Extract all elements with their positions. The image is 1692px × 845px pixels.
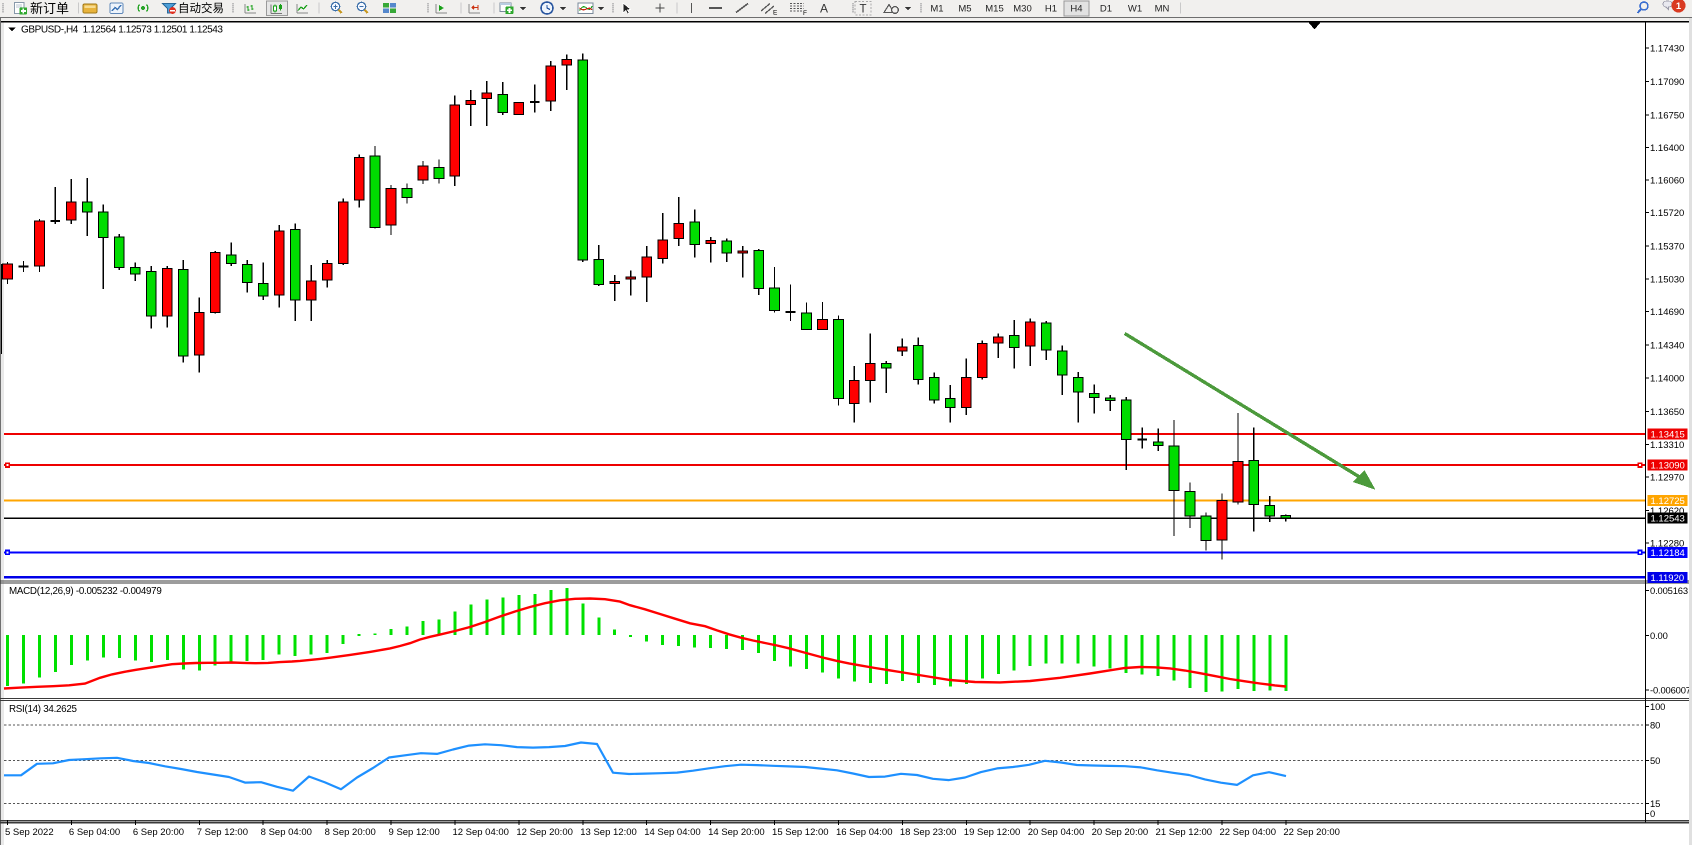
svg-text:7 Sep 12:00: 7 Sep 12:00 xyxy=(197,827,248,838)
svg-text:M5: M5 xyxy=(958,4,971,15)
svg-text:1.12620: 1.12620 xyxy=(1650,506,1684,517)
svg-text:1.15720: 1.15720 xyxy=(1650,208,1684,219)
svg-text:9 Sep 12:00: 9 Sep 12:00 xyxy=(389,827,440,838)
svg-text:1.12970: 1.12970 xyxy=(1650,473,1684,484)
svg-text:M1: M1 xyxy=(930,4,943,15)
svg-text:13 Sep 12:00: 13 Sep 12:00 xyxy=(580,827,637,838)
svg-text:1.15370: 1.15370 xyxy=(1650,242,1684,253)
svg-text:M15: M15 xyxy=(985,4,1003,15)
svg-text:14 Sep 04:00: 14 Sep 04:00 xyxy=(644,827,701,838)
svg-text:1.13090: 1.13090 xyxy=(1651,461,1685,472)
svg-text:H1: H1 xyxy=(1045,4,1057,15)
svg-text:1.15030: 1.15030 xyxy=(1650,274,1684,285)
svg-text:1.17090: 1.17090 xyxy=(1650,77,1684,88)
svg-text:50: 50 xyxy=(1650,755,1660,766)
svg-text:1.16060: 1.16060 xyxy=(1650,175,1684,186)
svg-text:19 Sep 12:00: 19 Sep 12:00 xyxy=(964,827,1021,838)
svg-text:H4: H4 xyxy=(1070,4,1082,15)
svg-text:22 Sep 04:00: 22 Sep 04:00 xyxy=(1219,827,1276,838)
svg-text:1.14000: 1.14000 xyxy=(1650,373,1684,384)
svg-text:100: 100 xyxy=(1650,701,1665,712)
svg-text:1.12184: 1.12184 xyxy=(1651,548,1685,559)
svg-text:1.12280: 1.12280 xyxy=(1650,539,1684,550)
svg-text:0: 0 xyxy=(1650,808,1655,819)
svg-text:1.13650: 1.13650 xyxy=(1650,407,1684,418)
svg-text:80: 80 xyxy=(1650,720,1660,731)
svg-text:自动交易: 自动交易 xyxy=(178,1,224,15)
svg-text:1.13310: 1.13310 xyxy=(1650,440,1684,451)
svg-text:T: T xyxy=(860,4,867,16)
svg-text:新订单: 新订单 xyxy=(30,1,69,16)
svg-text:8 Sep 04:00: 8 Sep 04:00 xyxy=(261,827,312,838)
svg-text:1.17430: 1.17430 xyxy=(1650,44,1684,55)
svg-text:16 Sep 04:00: 16 Sep 04:00 xyxy=(836,827,893,838)
svg-text:F: F xyxy=(803,10,807,17)
svg-text:MACD(12,26,9) -0.005232 -0.004: MACD(12,26,9) -0.005232 -0.004979 xyxy=(9,586,162,597)
svg-text:GBPUSD-,H4 1.12564 1.12573 1.: GBPUSD-,H4 1.12564 1.12573 1.12501 1.125… xyxy=(21,25,223,36)
svg-text:0.00: 0.00 xyxy=(1650,630,1668,641)
svg-text:21 Sep 12:00: 21 Sep 12:00 xyxy=(1156,827,1213,838)
svg-text:12 Sep 20:00: 12 Sep 20:00 xyxy=(516,827,573,838)
svg-text:5 Sep 2022: 5 Sep 2022 xyxy=(5,827,54,838)
svg-text:A: A xyxy=(820,2,828,16)
svg-text:W1: W1 xyxy=(1128,4,1142,15)
svg-text:MN: MN xyxy=(1155,4,1170,15)
svg-text:6 Sep 20:00: 6 Sep 20:00 xyxy=(133,827,184,838)
svg-text:15: 15 xyxy=(1650,798,1660,809)
svg-text:8 Sep 20:00: 8 Sep 20:00 xyxy=(325,827,376,838)
svg-text:18 Sep 23:00: 18 Sep 23:00 xyxy=(900,827,957,838)
svg-text:1.12543: 1.12543 xyxy=(1651,514,1685,525)
svg-text:22 Sep 20:00: 22 Sep 20:00 xyxy=(1283,827,1340,838)
svg-text:D1: D1 xyxy=(1100,4,1112,15)
svg-text:15 Sep 12:00: 15 Sep 12:00 xyxy=(772,827,829,838)
svg-text:RSI(14) 34.2625: RSI(14) 34.2625 xyxy=(9,704,78,715)
svg-text:M30: M30 xyxy=(1013,4,1031,15)
svg-text:14 Sep 20:00: 14 Sep 20:00 xyxy=(708,827,765,838)
svg-text:0.005163: 0.005163 xyxy=(1650,585,1688,596)
svg-text:12 Sep 04:00: 12 Sep 04:00 xyxy=(452,827,509,838)
svg-text:1.14690: 1.14690 xyxy=(1650,307,1684,318)
svg-text:1.11920: 1.11920 xyxy=(1651,573,1685,584)
svg-text:1.16400: 1.16400 xyxy=(1650,143,1684,154)
svg-text:1.12725: 1.12725 xyxy=(1651,496,1685,507)
svg-text:6 Sep 04:00: 6 Sep 04:00 xyxy=(69,827,120,838)
svg-text:1: 1 xyxy=(1676,1,1682,12)
svg-text:1.14340: 1.14340 xyxy=(1650,341,1684,352)
svg-text:-0.006007: -0.006007 xyxy=(1650,685,1691,696)
svg-text:20 Sep 04:00: 20 Sep 04:00 xyxy=(1028,827,1085,838)
svg-text:1.13415: 1.13415 xyxy=(1651,430,1685,441)
svg-text:20 Sep 20:00: 20 Sep 20:00 xyxy=(1092,827,1149,838)
svg-text:E: E xyxy=(773,10,778,17)
svg-text:1.16750: 1.16750 xyxy=(1650,110,1684,121)
